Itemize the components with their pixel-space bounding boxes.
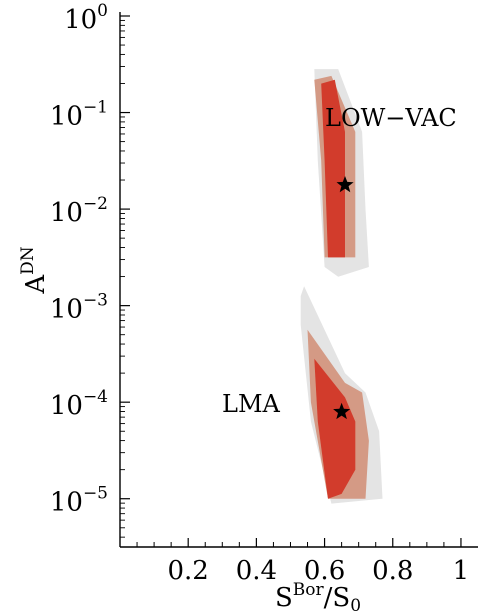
- y-tick-label: 100: [64, 1, 108, 35]
- x-axis-title: SBor/S0: [275, 580, 361, 613]
- x-tick-label: 0.4: [236, 556, 277, 586]
- region-label-low-vac: LOW−VAC: [325, 104, 457, 132]
- low-vac-region-inner: [321, 79, 345, 258]
- y-tick-label: 10−3: [50, 291, 108, 325]
- axes: [119, 12, 478, 548]
- y-tick-label: 10−1: [50, 98, 108, 132]
- y-tick-label: 10−4: [50, 387, 108, 421]
- x-tick-label: 0.8: [372, 556, 413, 586]
- x-tick-label: 0.2: [168, 556, 209, 586]
- y-tick-label: 10−5: [50, 484, 108, 518]
- y-axis-title: ADN: [18, 246, 51, 294]
- low-vac-best-fit-star: [336, 176, 354, 193]
- y-tick-label: 10−2: [50, 194, 108, 228]
- lma-region-inner: [314, 358, 356, 499]
- axis-ticks: 0.2 0.4 0.6 0.8 1 10−5 10−4 10−3 10−2 10−1 100: [50, 1, 469, 586]
- region-label-lma: LMA: [222, 390, 281, 418]
- x-tick-label: 1: [453, 556, 470, 586]
- confidence-regions: [300, 69, 383, 504]
- lma-best-fit-star: [333, 402, 351, 420]
- x-tick-label: 0.6: [304, 556, 345, 586]
